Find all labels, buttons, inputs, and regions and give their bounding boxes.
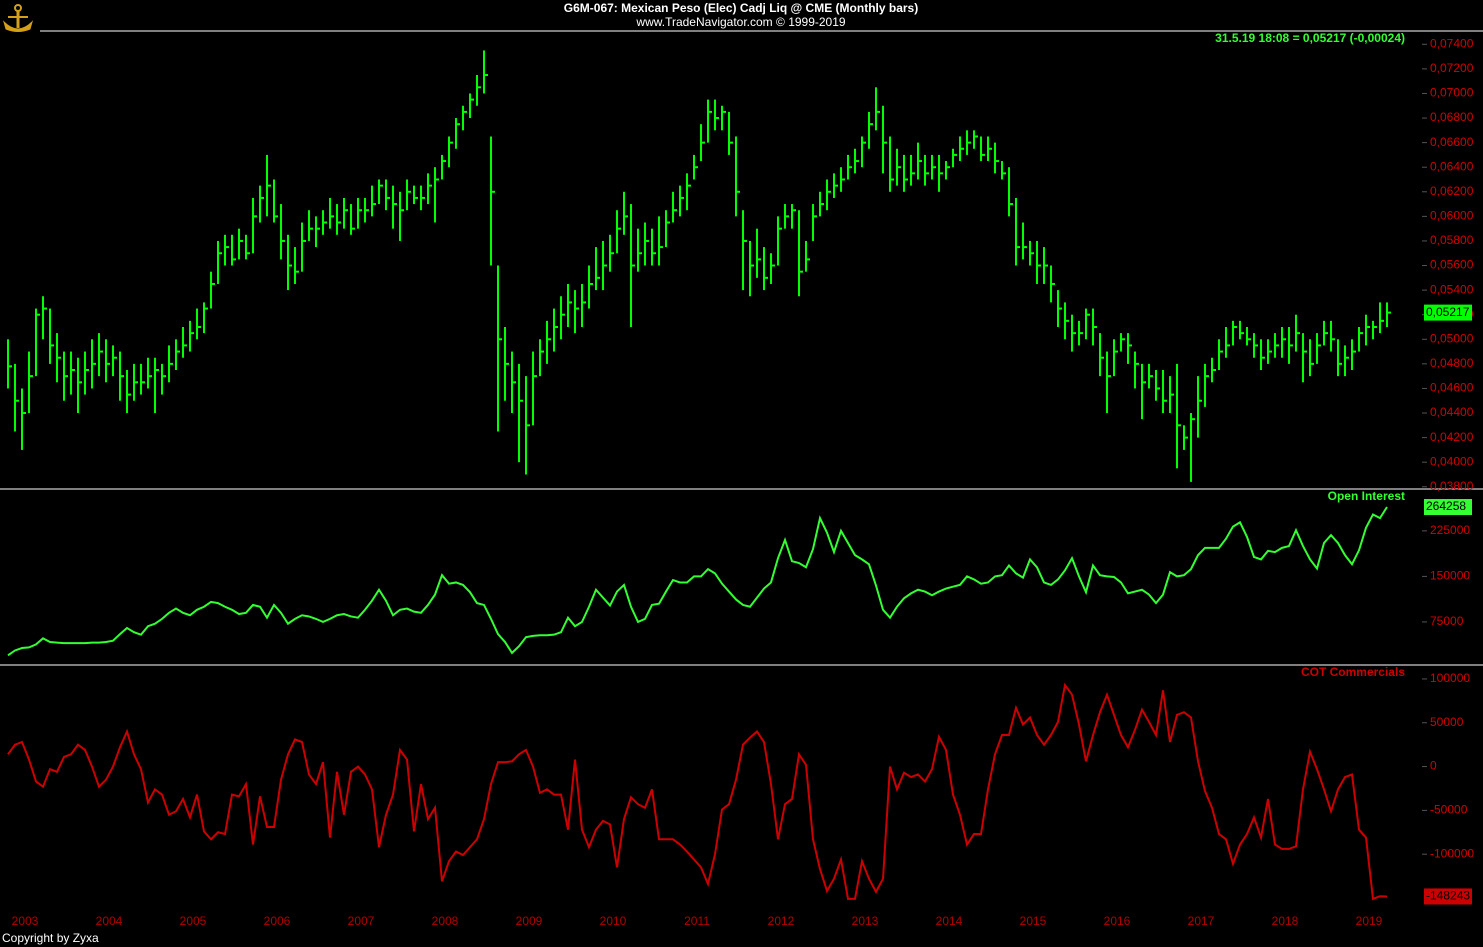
y-tick-label: 0,04400 [1430, 405, 1474, 419]
y-tick-label: 0,06400 [1430, 159, 1474, 173]
chart-title: G6M-067: Mexican Peso (Elec) Cadj Liq @ … [564, 1, 918, 15]
footer: Copyright by Zyxa [2, 931, 99, 945]
y-tick-label: 150000 [1430, 569, 1470, 583]
y-tick-label: 100000 [1430, 671, 1470, 685]
x-tick-label: 2017 [1188, 914, 1215, 928]
y-tick-label: 0,04200 [1430, 430, 1474, 444]
y-tick-label: 0,06200 [1430, 184, 1474, 198]
logo [2, 4, 34, 32]
x-tick-label: 2013 [852, 914, 879, 928]
quote: 31.5.19 18:08 = 0,05217 (-0,00024) [1215, 31, 1405, 45]
x-tick-label: 2014 [936, 914, 963, 928]
series-line [7, 682, 1388, 901]
y-tick-label: 0,07000 [1430, 86, 1474, 100]
y-tick-label: 0,05000 [1430, 331, 1474, 345]
x-tick-label: 2008 [432, 914, 459, 928]
y-tick-label: 0,06000 [1430, 209, 1474, 223]
x-tick-label: 2012 [768, 914, 795, 928]
y-tick-label: 0,07400 [1430, 36, 1474, 50]
y-tick-label: 0,04800 [1430, 356, 1474, 370]
y-tick-label: 0,04600 [1430, 381, 1474, 395]
last-value-box [1424, 888, 1472, 905]
y-tick-label: 50000 [1430, 715, 1464, 729]
x-tick-label: 2010 [600, 914, 627, 928]
y-tick-label: 0 [1430, 759, 1437, 773]
last-value-box [1424, 304, 1472, 321]
x-tick-label: 2015 [1020, 914, 1047, 928]
x-tick-label: 2019 [1356, 914, 1383, 928]
panel-title: Open Interest [1328, 489, 1405, 503]
x-tick-label: 2004 [96, 914, 123, 928]
y-tick-label: 0,07200 [1430, 61, 1474, 75]
last-value-box [1424, 499, 1472, 516]
x-tick-label: 2005 [180, 914, 207, 928]
series-line [7, 506, 1388, 657]
last-value-label: -148243 [1426, 889, 1470, 903]
y-tick-label: 0,06800 [1430, 110, 1474, 124]
panel-title: COT Commercials [1301, 665, 1405, 679]
x-tick-label: 2009 [516, 914, 543, 928]
x-tick-label: 2003 [12, 914, 39, 928]
x-tick-label: 2018 [1272, 914, 1299, 928]
y-tick-label: 0,05400 [1430, 282, 1474, 296]
last-value-label: 0,05217 [1426, 305, 1470, 319]
y-tick-label: 0,05600 [1430, 258, 1474, 272]
y-tick-label: 75000 [1430, 614, 1464, 628]
last-value-label: 264258 [1426, 499, 1466, 513]
y-tick-label: -50000 [1430, 803, 1468, 817]
y-tick-label: 225000 [1430, 523, 1470, 537]
y-tick-label: -100000 [1430, 846, 1474, 860]
x-tick-label: 2011 [684, 914, 710, 928]
x-tick-label: 2006 [264, 914, 291, 928]
x-tick-label: 2007 [348, 914, 375, 928]
chart-subtitle: www.TradeNavigator.com © 1999-2019 [635, 15, 845, 29]
y-tick-label: 0,03800 [1430, 479, 1474, 493]
y-tick-label: 0,04000 [1430, 454, 1474, 468]
y-tick-label: 0,05800 [1430, 233, 1474, 247]
y-tick-label: 0,06600 [1430, 135, 1474, 149]
x-tick-label: 2016 [1104, 914, 1131, 928]
